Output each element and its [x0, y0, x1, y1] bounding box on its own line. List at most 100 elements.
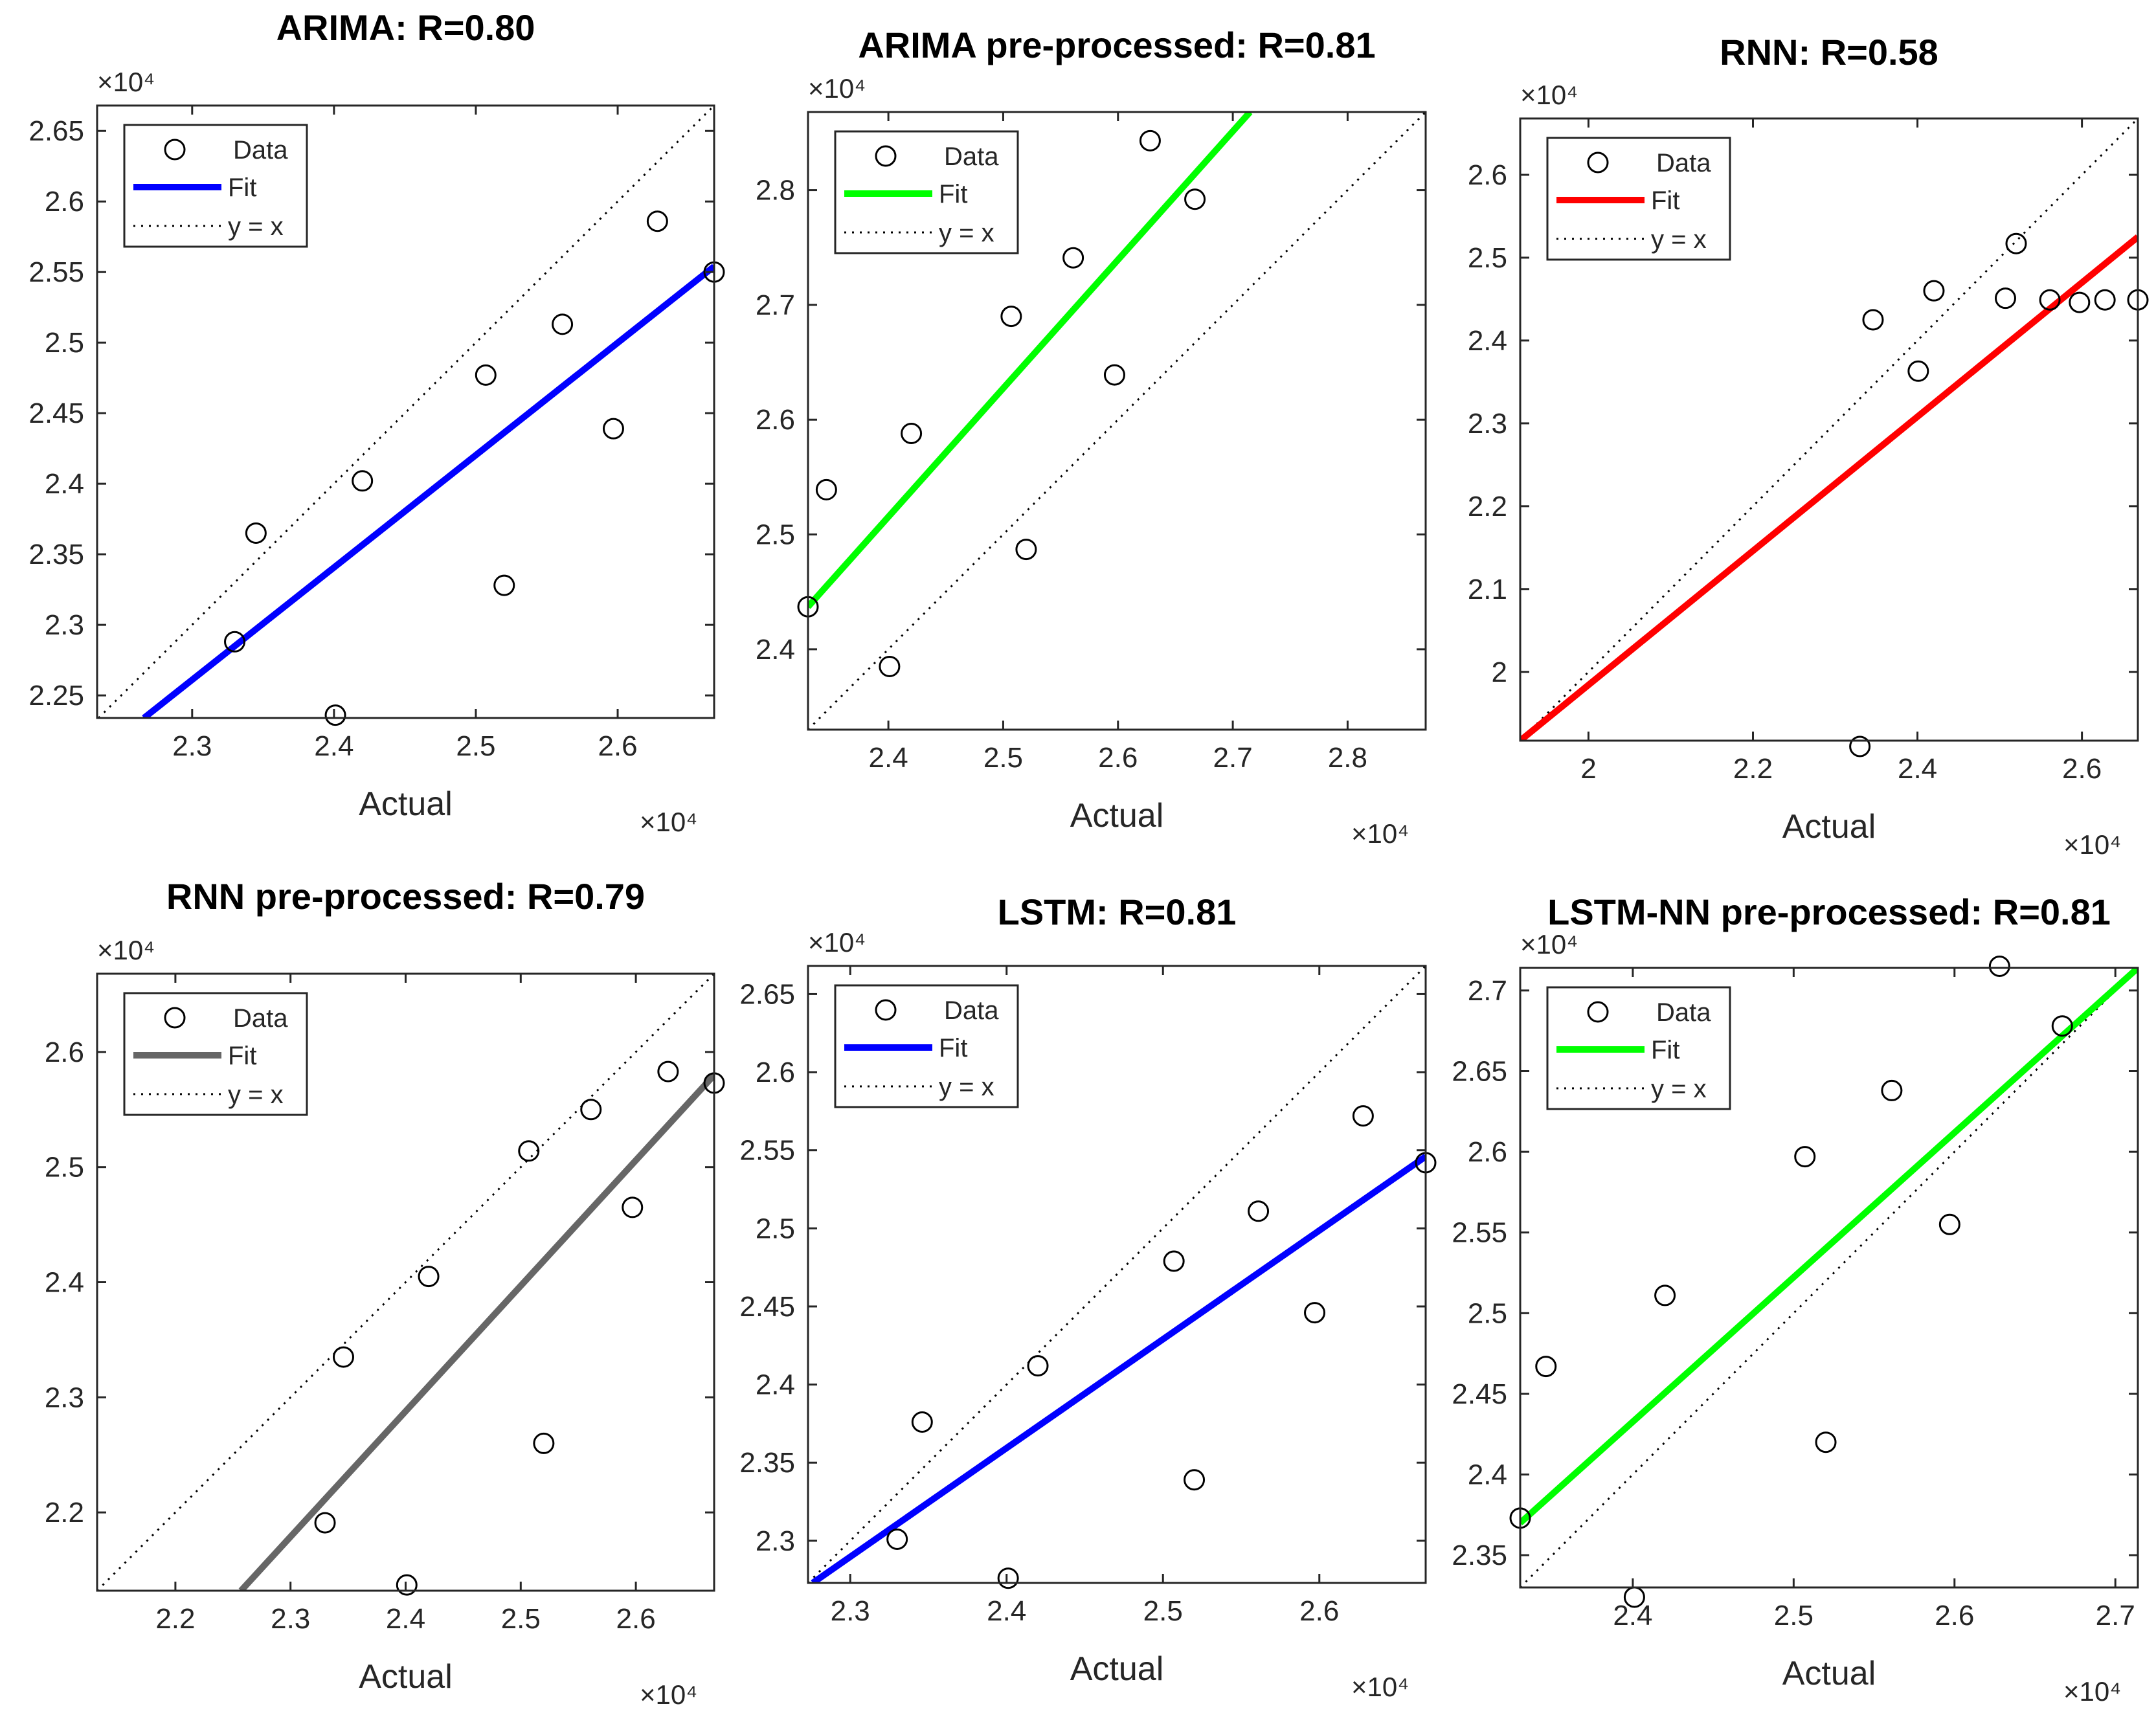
- legend-data-label: Data: [1656, 149, 1711, 177]
- data-point-2: [1535, 1356, 1557, 1378]
- x-axis-label: Actual: [1070, 1650, 1164, 1688]
- fit-line: [811, 1154, 1426, 1583]
- chart-title: LSTM-NN pre-processed: R=0.81: [1547, 891, 2111, 932]
- legend-data-marker: [875, 145, 897, 167]
- data-point-5: [475, 364, 497, 386]
- legend-fit-label: Fit: [939, 1034, 967, 1062]
- data-point-1: [886, 1528, 908, 1550]
- data-point-9: [1352, 1105, 1374, 1127]
- y-tick-label: 2.55: [739, 1135, 795, 1167]
- x-exponent-label: ×10⁴: [640, 1679, 697, 1710]
- fit-line: [808, 112, 1253, 609]
- x-tick-label: 2.7: [1213, 742, 1253, 774]
- data-point-1: [1849, 735, 1871, 757]
- x-tick-label: 2.3: [271, 1603, 310, 1635]
- x-tick-label: 2.6: [598, 730, 637, 762]
- chart-panel-3: RNN: R=0.58 2 2.2 2.4 2.6 2 2.1 2.2 2.3 2.4 2.5 2.6…: [1468, 32, 2149, 860]
- data-point-4: [901, 423, 923, 445]
- data-point-3: [997, 1567, 1019, 1589]
- x-tick-label: 2.5: [1774, 1600, 1814, 1631]
- data-point-3: [324, 704, 346, 726]
- reference-line-y-equals-x: [808, 966, 1426, 1583]
- x-tick-label: 2.4: [1613, 1600, 1652, 1631]
- legend-ref-label: y = x: [939, 219, 994, 247]
- axes-box: [1519, 117, 2139, 742]
- legend-ref-label: y = x: [1651, 225, 1707, 254]
- data-point-5: [1794, 1146, 1816, 1168]
- data-point-1: [314, 1512, 336, 1534]
- x-tick-label: 2.6: [616, 1603, 656, 1635]
- x-exponent-label: ×10⁴: [2063, 829, 2121, 860]
- x-exponent-label: ×10⁴: [640, 807, 697, 837]
- y-tick-label: 2.35: [28, 539, 84, 570]
- legend-data-marker: [164, 1007, 186, 1029]
- x-axis-label: Actual: [359, 785, 453, 823]
- y-exponent-label: ×10⁴: [97, 67, 155, 97]
- data-point-5: [518, 1140, 540, 1162]
- legend-data-marker: [1587, 1001, 1609, 1023]
- fit-line: [142, 263, 714, 718]
- legend-ref-label: y = x: [939, 1073, 994, 1101]
- y-tick-label: 2.3: [1468, 408, 1507, 440]
- data-point-4: [1027, 1355, 1049, 1377]
- y-tick-label: 2.6: [1468, 1136, 1507, 1168]
- y-tick-label: 2.65: [1452, 1056, 1507, 1088]
- reference-line-y-equals-x: [808, 112, 1426, 730]
- x-exponent-label: ×10⁴: [1351, 1672, 1409, 1702]
- y-tick-label: 2.2: [1468, 491, 1507, 522]
- fit-line: [1520, 968, 2138, 1526]
- y-tick-label: 2.4: [45, 1267, 84, 1299]
- y-tick-label: 2.5: [756, 1213, 795, 1244]
- x-tick-label: 2.3: [172, 730, 212, 762]
- data-point-10: [1184, 188, 1206, 210]
- data-point-2: [1862, 309, 1884, 331]
- y-tick-label: 2.65: [28, 115, 84, 147]
- data-point-10: [2051, 1015, 2073, 1037]
- data-point-7: [580, 1099, 602, 1121]
- chart-panel-1: ARIMA: R=0.80 2.3 2.4 2.5 2.6 2.25 2.3 2.35 2.4 2…: [28, 7, 725, 837]
- data-point-2: [332, 1346, 354, 1368]
- chart-title: LSTM: R=0.81: [998, 891, 1237, 932]
- legend-fit-label: Fit: [939, 180, 967, 208]
- x-axis-label: Actual: [1070, 797, 1164, 835]
- x-tick-label: 2.6: [1098, 742, 1138, 774]
- y-exponent-label: ×10⁴: [808, 73, 866, 104]
- data-point-2: [245, 522, 267, 544]
- data-point-5: [1000, 306, 1022, 328]
- legend-fit-label: Fit: [1651, 1036, 1679, 1064]
- legend-fit-label: Fit: [228, 174, 256, 202]
- data-point-1: [224, 631, 246, 653]
- x-tick-label: 2.4: [987, 1595, 1026, 1627]
- data-point-7: [552, 313, 574, 335]
- y-tick-label: 2.55: [1452, 1217, 1507, 1249]
- x-axis-label: Actual: [1782, 808, 1876, 846]
- x-tick-label: 2.2: [155, 1603, 195, 1635]
- x-tick-label: 2.4: [314, 730, 354, 762]
- axes-box: [807, 965, 1427, 1584]
- legend-ref-label: y = x: [228, 212, 284, 241]
- chart-panel-6: LSTM-NN pre-processed: R=0.81 2.4 2.5 2.6 2.…: [1452, 891, 2139, 1707]
- data-point-9: [1988, 956, 2010, 978]
- legend: Data Fit y = x: [834, 130, 1019, 254]
- x-tick-label: 2.6: [2062, 753, 2102, 785]
- chart-panel-4: RNN pre-processed: R=0.79 2.2 2.3 2.4 2.5 2.6…: [45, 876, 725, 1710]
- legend-fit-label: Fit: [228, 1042, 256, 1070]
- chart-panel-2: ARIMA pre-processed: R=0.81 2.4 2.5 2.6 2.7 2…: [756, 25, 1427, 849]
- legend-fit-label: Fit: [1651, 186, 1679, 215]
- y-tick-label: 2.3: [45, 609, 84, 641]
- y-exponent-label: ×10⁴: [808, 927, 866, 958]
- legend-data-label: Data: [233, 1004, 288, 1033]
- y-exponent-label: ×10⁴: [97, 935, 155, 965]
- x-tick-label: 2.4: [869, 742, 908, 774]
- legend: Data Fit y = x: [1546, 986, 1731, 1110]
- legend-data-label: Data: [944, 142, 999, 171]
- y-exponent-label: ×10⁴: [1520, 80, 1578, 110]
- data-point-4: [1654, 1284, 1676, 1306]
- y-tick-label: 2.5: [1468, 242, 1507, 274]
- axes-box: [807, 111, 1427, 731]
- x-tick-label: 2.5: [456, 730, 495, 762]
- x-exponent-label: ×10⁴: [2063, 1676, 2121, 1707]
- data-point-9: [657, 1060, 679, 1082]
- y-tick-label: 2.4: [1468, 325, 1507, 357]
- data-point-5: [1163, 1250, 1185, 1272]
